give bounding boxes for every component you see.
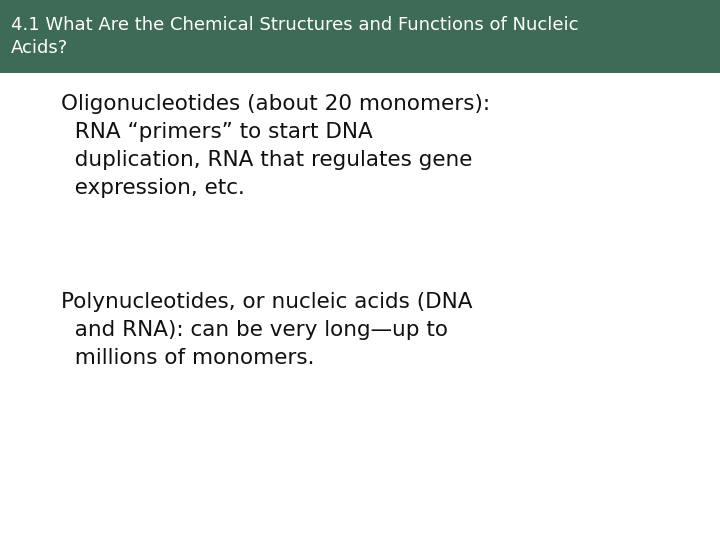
Bar xyxy=(0,0,720,73)
Text: Oligonucleotides (about 20 monomers):
  RNA “primers” to start DNA
  duplication: Oligonucleotides (about 20 monomers): RN… xyxy=(61,94,490,199)
Text: Polynucleotides, or nucleic acids (DNA
  and RNA): can be very long—up to
  mill: Polynucleotides, or nucleic acids (DNA a… xyxy=(61,292,473,368)
Text: 4.1 What Are the Chemical Structures and Functions of Nucleic
Acids?: 4.1 What Are the Chemical Structures and… xyxy=(11,16,578,57)
